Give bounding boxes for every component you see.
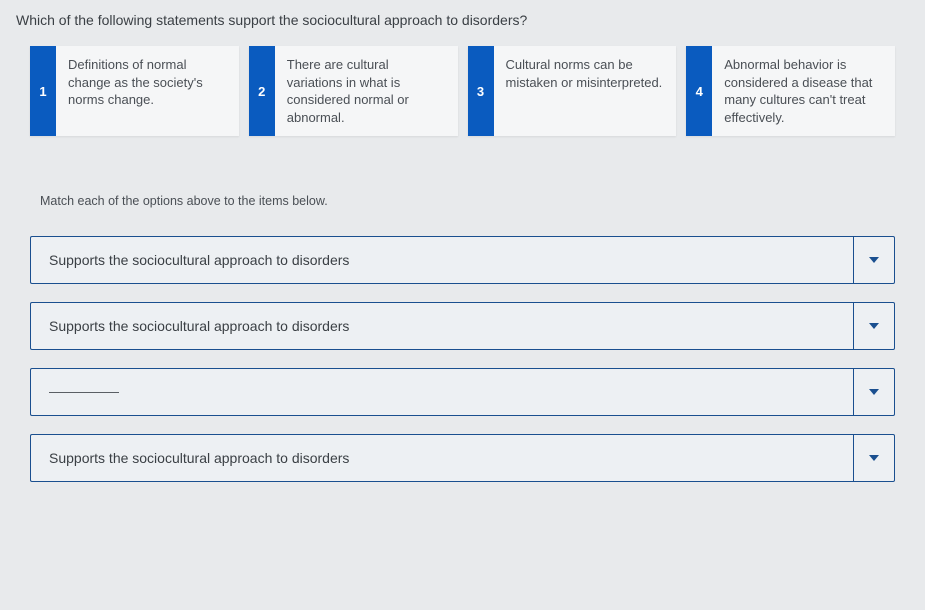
chevron-down-icon	[869, 389, 879, 395]
option-text-4: Abnormal behavior is considered a diseas…	[712, 46, 895, 136]
answer-row-3	[30, 368, 895, 416]
option-number-2: 2	[249, 46, 275, 136]
option-text-2: There are cultural variations in what is…	[275, 46, 458, 136]
chevron-down-icon	[869, 323, 879, 329]
options-row: 1 Definitions of normal change as the so…	[0, 46, 925, 146]
option-number-4: 4	[686, 46, 712, 136]
chevron-down-icon	[869, 257, 879, 263]
answer-dropdown-3[interactable]	[853, 368, 895, 416]
answer-slot-3[interactable]	[30, 368, 853, 416]
answer-slot-4[interactable]: Supports the sociocultural approach to d…	[30, 434, 853, 482]
option-text-3: Cultural norms can be mistaken or misint…	[494, 46, 677, 136]
answer-dropdown-2[interactable]	[853, 302, 895, 350]
answer-dropdown-4[interactable]	[853, 434, 895, 482]
option-card-1[interactable]: 1 Definitions of normal change as the so…	[30, 46, 239, 136]
option-card-3[interactable]: 3 Cultural norms can be mistaken or misi…	[468, 46, 677, 136]
question-title: Which of the following statements suppor…	[0, 0, 925, 46]
answer-slot-2[interactable]: Supports the sociocultural approach to d…	[30, 302, 853, 350]
option-text-1: Definitions of normal change as the soci…	[56, 46, 239, 136]
option-number-3: 3	[468, 46, 494, 136]
answer-row-1: Supports the sociocultural approach to d…	[30, 236, 895, 284]
option-number-1: 1	[30, 46, 56, 136]
option-card-4[interactable]: 4 Abnormal behavior is considered a dise…	[686, 46, 895, 136]
match-instruction: Match each of the options above to the i…	[0, 146, 925, 226]
answer-row-2: Supports the sociocultural approach to d…	[30, 302, 895, 350]
answers-list: Supports the sociocultural approach to d…	[0, 226, 925, 482]
chevron-down-icon	[869, 455, 879, 461]
answer-slot-1[interactable]: Supports the sociocultural approach to d…	[30, 236, 853, 284]
answer-row-4: Supports the sociocultural approach to d…	[30, 434, 895, 482]
option-card-2[interactable]: 2 There are cultural variations in what …	[249, 46, 458, 136]
answer-dropdown-1[interactable]	[853, 236, 895, 284]
